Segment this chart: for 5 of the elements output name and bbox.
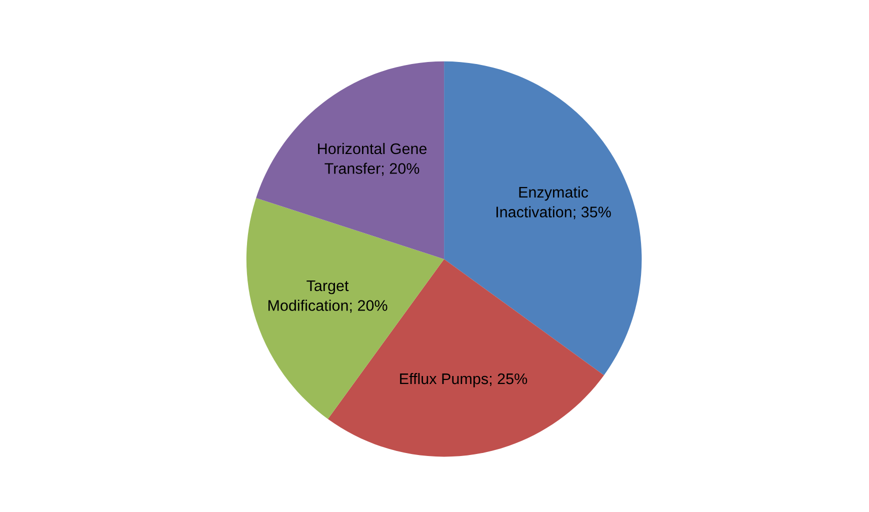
pie-slice bbox=[256, 61, 444, 260]
slice-label: Enzymatic Inactivation; 35% bbox=[496, 186, 611, 220]
slice-label: Horizontal Gene Transfer; 20% bbox=[318, 142, 427, 176]
slice-label: Efflux Pumps; 25% bbox=[400, 372, 528, 388]
slice-label: Target Modification; 20% bbox=[268, 280, 388, 313]
